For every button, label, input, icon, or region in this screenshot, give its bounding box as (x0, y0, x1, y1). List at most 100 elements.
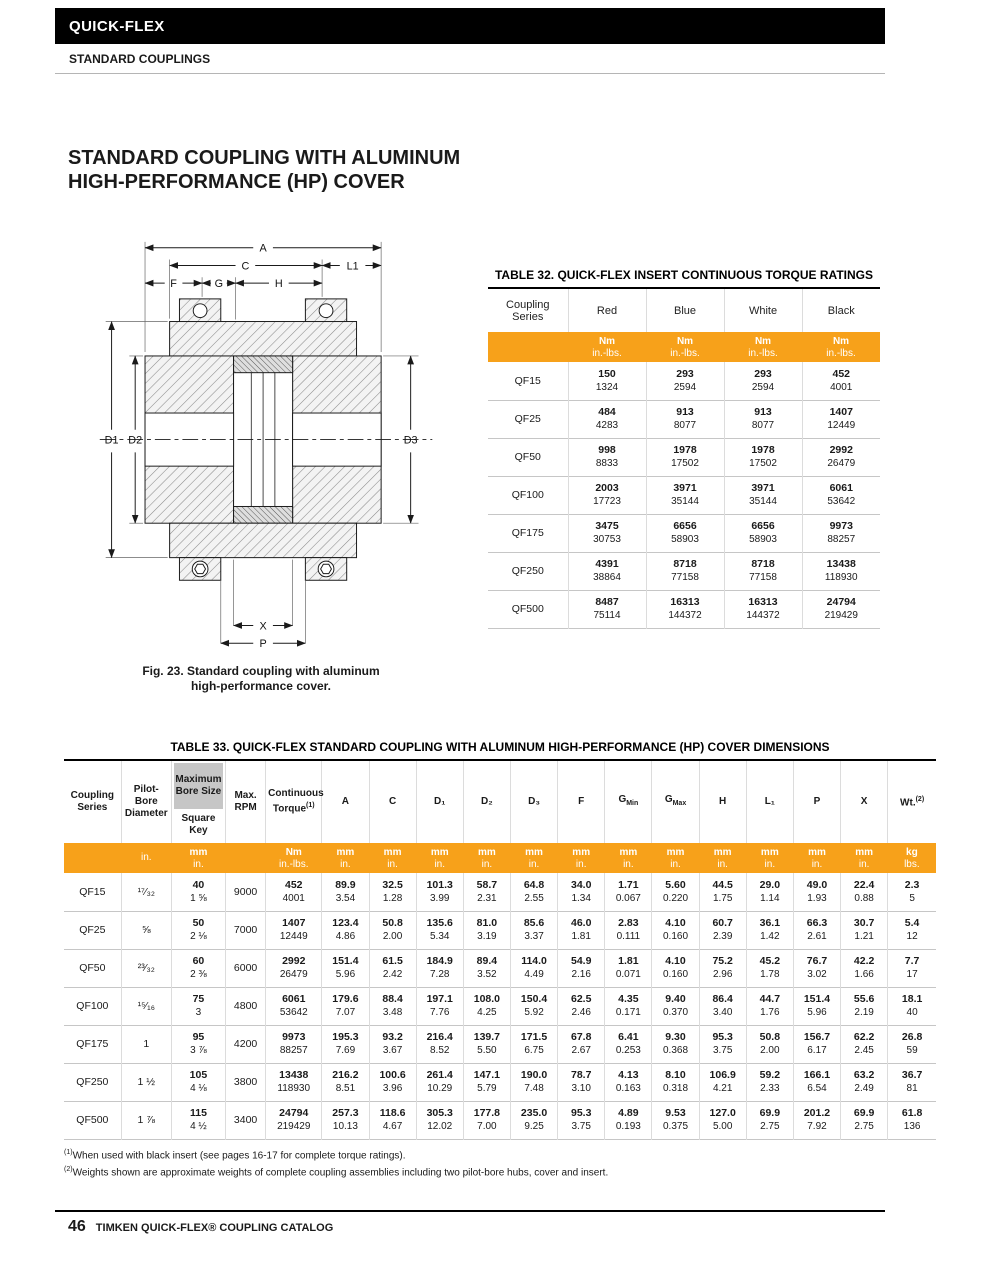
t33-col-pilot-bore: Pilot-Bore Diameter (120, 760, 172, 843)
max-bore-size-label: Maximum Bore Size (173, 763, 224, 809)
g-label: G (618, 794, 627, 805)
dimension-value-cell: 5.4 12 (887, 910, 936, 949)
dimension-value-cell: 195.3 7.69 (321, 1024, 369, 1063)
dimension-value-cell: 166.1 6.54 (792, 1062, 841, 1101)
dimension-value-cell: 44.5 1.75 (698, 873, 747, 911)
dimension-value-cell: 4.13 0.163 (604, 1062, 652, 1101)
units-cell: mm in. (793, 843, 841, 873)
dimension-value-cell: 62.5 2.46 (557, 986, 605, 1025)
dimension-value-cell: 115 4 ½ (170, 1100, 226, 1139)
dimension-value-cell: 50 2 ⅛ (170, 910, 226, 949)
dimension-value-cell: 201.2 7.92 (792, 1100, 841, 1139)
catalog-title: TIMKEN QUICK-FLEX® COUPLING CATALOG (95, 1222, 334, 1234)
dimension-value-cell: 42.2 1.66 (840, 948, 888, 987)
dimension-value-cell: 9.40 0.370 (651, 986, 700, 1025)
dimension-value-cell: 101.3 3.99 (415, 873, 464, 911)
dimension-value-cell: 5.60 0.220 (651, 873, 700, 911)
units-cell: mm in. (463, 843, 511, 873)
dimensions-table-row: QF500 1 ⅞ 115 4 ½ 3400 24794 219429 257.3 10.13 1… (64, 1100, 936, 1139)
dimension-value-cell: 4800 (225, 986, 266, 1025)
dimension-value-cell: 8.10 0.318 (651, 1062, 700, 1101)
t33-col-f: F (557, 760, 605, 843)
torque-ratings-table: Coupling Series Red Blue White Black Nm i… (488, 287, 880, 629)
torque-value-cell: 913 8077 (723, 399, 802, 438)
coupling-series-cell: QF50 (64, 948, 122, 987)
footnote-1: (1)When used with black insert (see page… (64, 1146, 608, 1163)
units-cell: mm in. (840, 843, 888, 873)
page-title: STANDARD COUPLING WITH ALUMINUM HIGH-PER… (68, 146, 460, 194)
wt-label: Wt. (900, 797, 916, 809)
torque-value-cell: 452 4001 (801, 362, 880, 400)
g-label: G (664, 794, 673, 805)
dimension-value-cell: 4.35 0.171 (604, 986, 652, 1025)
dimension-value-cell: 216.4 8.52 (415, 1024, 464, 1063)
units-cell: mm in. (557, 843, 605, 873)
torque-value-cell: 8718 77158 (723, 551, 802, 590)
coupling-series-cell: QF250 (64, 1062, 122, 1101)
dimension-value-cell: 85.6 3.37 (509, 910, 558, 949)
coupling-series-cell: QF175 (64, 1024, 122, 1063)
units-cell (225, 843, 266, 873)
dimensions-section: TABLE 33. QUICK-FLEX STANDARD COUPLING W… (64, 740, 936, 1140)
dimension-value-cell: 55.6 2.19 (840, 986, 888, 1025)
dimension-value-cell: 67.8 2.67 (557, 1024, 605, 1063)
torque-footnote-marker: (1) (306, 802, 315, 810)
t32-col-coupling-series: Coupling Series (506, 298, 550, 323)
table33-units-row: in. mm in. Nm in.-lbs. mm in. mm in. mm in. mm in. mm… (64, 843, 936, 873)
dim-label-a: A (259, 243, 267, 255)
dim-label-c: C (241, 260, 249, 272)
dimension-value-cell: 59.2 2.33 (745, 1062, 794, 1101)
units-cell: Nm in.-lbs. (646, 332, 724, 362)
torque-table-row: QF50 998 8833 1978 17502 1978 17502 2992 26479 (488, 437, 880, 476)
units-cell: mm in. (510, 843, 558, 873)
torque-value-cell: 2003 17723 (567, 475, 646, 514)
dimension-value-cell: 1.71 0.067 (604, 873, 652, 911)
torque-value-cell: 1978 17502 (723, 437, 802, 476)
footnote-1-text: When used with black insert (see pages 1… (72, 1150, 406, 1162)
torque-value-cell: 1407 12449 (801, 399, 880, 438)
torque-value-cell: 8487 75114 (567, 589, 646, 628)
table32-header-row: Coupling Series Red Blue White Black (488, 288, 880, 332)
coupling-series-cell: QF25 (488, 399, 568, 438)
units-cell: in. (121, 843, 172, 873)
coupling-series-cell: QF500 (488, 589, 568, 628)
dimension-value-cell: 88.4 3.48 (368, 986, 417, 1025)
dimension-value-cell: 93.2 3.67 (368, 1024, 417, 1063)
torque-value-cell: 1978 17502 (645, 437, 724, 476)
wt-footnote-marker: (2) (915, 796, 925, 804)
dimension-value-cell: 4.10 0.160 (651, 910, 700, 949)
dimension-value-cell: 69.9 2.75 (745, 1100, 794, 1139)
units-cell: mm in. (699, 843, 747, 873)
torque-table-row: QF100 2003 17723 3971 35144 3971 35144 6061 5364… (488, 475, 880, 514)
t33-col-a: A (321, 760, 369, 843)
dimension-value-cell: 45.2 1.78 (745, 948, 794, 987)
dimension-value-cell: 100.6 3.96 (368, 1062, 417, 1101)
dimension-value-cell: ¹⁵⁄₁₆ (120, 986, 172, 1025)
dimension-value-cell: 2.3 5 (887, 873, 936, 911)
footnote-2: (2)Weights shown are approximate weights… (64, 1163, 608, 1180)
torque-value-cell: 16313 144372 (645, 589, 724, 628)
torque-value-cell: 2992 26479 (801, 437, 880, 476)
t33-col-gmax: GMax (651, 760, 700, 843)
dimension-value-cell: 50.8 2.00 (368, 910, 417, 949)
coupling-series-cell: QF15 (79, 885, 106, 898)
dimension-value-cell: 171.5 6.75 (509, 1024, 558, 1063)
torque-value-cell: 13438 118930 (801, 551, 880, 590)
dimension-value-cell: 49.0 1.93 (792, 873, 841, 911)
t33-col-max-bore: Maximum Bore Size Square Key (170, 760, 226, 843)
dimension-value-cell: 106.9 4.21 (698, 1062, 747, 1101)
dimension-value-cell: 151.4 5.96 (792, 986, 841, 1025)
dimension-value-cell: 2.83 0.111 (604, 910, 652, 949)
torque-value-cell: 484 4283 (567, 399, 646, 438)
table32-units-row: Nm in.-lbs. Nm in.-lbs. Nm in.-lbs. Nm in.-lbs. (488, 332, 880, 362)
dim-label-g: G (215, 278, 223, 290)
coupling-series-cell: QF250 (488, 551, 568, 590)
dimension-value-cell: 261.4 10.29 (415, 1062, 464, 1101)
dimension-value-cell: 9973 88257 (265, 1024, 322, 1063)
t32-col-white: White (723, 288, 802, 332)
footnotes: (1)When used with black insert (see page… (64, 1146, 608, 1181)
torque-value-cell: 9973 88257 (801, 513, 880, 552)
t32-col-blue: Blue (645, 288, 724, 332)
t33-col-wt: Wt.(2) (887, 760, 936, 843)
